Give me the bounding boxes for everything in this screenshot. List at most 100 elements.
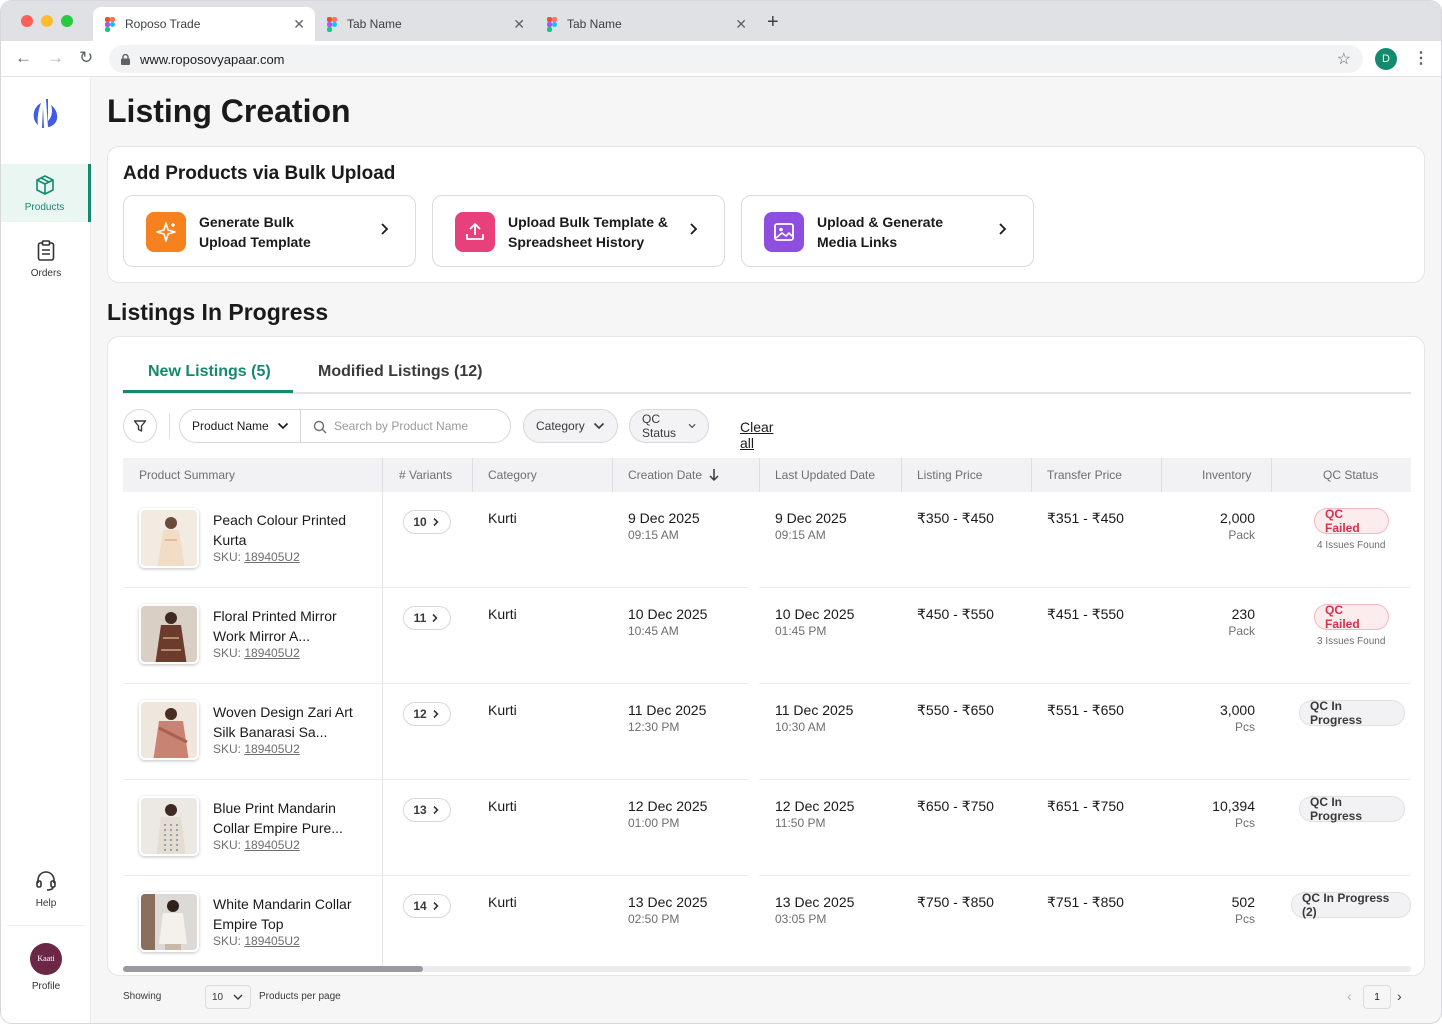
listings-card: New Listings (5) Modified Listings (12) …: [107, 336, 1425, 976]
product-sku: SKU: 189405U2: [213, 838, 300, 852]
category-cell: Kurti: [488, 798, 517, 814]
tile-label: Generate Bulk Upload Template: [199, 212, 379, 252]
sku-label: SKU:: [213, 550, 242, 564]
tab-new-listings[interactable]: New Listings (5): [148, 363, 271, 380]
minimize-window-button[interactable]: [41, 15, 53, 27]
upload-template-history-button[interactable]: Upload Bulk Template & Spreadsheet Histo…: [432, 195, 725, 267]
sku-label: SKU:: [213, 742, 242, 756]
qc-status-badge[interactable]: QC In Progress: [1299, 699, 1405, 727]
variants-button[interactable]: 10: [403, 510, 451, 534]
filter-button[interactable]: [123, 409, 157, 443]
tile-label-line2: Media Links: [817, 234, 898, 250]
variants-button[interactable]: 12: [403, 702, 451, 726]
new-tab-button[interactable]: +: [767, 11, 779, 33]
table-row[interactable]: Blue Print Mandarin Collar Empire Pure..…: [123, 780, 1411, 876]
browser-tab[interactable]: Tab Name ✕: [315, 7, 535, 41]
upload-icon: [455, 212, 495, 252]
variants-button[interactable]: 13: [403, 798, 451, 822]
sku-value[interactable]: 189405U2: [244, 742, 300, 756]
bulk-upload-title: Add Products via Bulk Upload: [123, 163, 396, 184]
creation-time: 02:50 PM: [628, 912, 680, 926]
browser-tab-label: Roposo Trade: [125, 17, 201, 31]
sidebar-item-label: Products: [24, 201, 65, 213]
inventory-value: 3,000: [1219, 702, 1255, 718]
current-page[interactable]: 1: [1363, 985, 1391, 1009]
per-page-select[interactable]: 10: [205, 985, 251, 1009]
variants-button[interactable]: 11: [403, 606, 451, 630]
browser-menu-icon[interactable]: ⋮: [1413, 50, 1429, 67]
horizontal-scrollbar[interactable]: [123, 966, 1411, 972]
updated-date-cell: 13 Dec 2025 03:05 PM: [775, 894, 854, 926]
figma-favicon-icon: [547, 17, 557, 32]
variants-count: 11: [413, 611, 427, 625]
product-sku: SKU: 189405U2: [213, 934, 300, 948]
browser-tab-label: Tab Name: [567, 17, 622, 31]
sort-creation-date[interactable]: Creation Date: [628, 458, 720, 492]
bulk-upload-card: Add Products via Bulk Upload Generate Bu…: [107, 146, 1425, 283]
product-thumbnail: [139, 604, 199, 664]
updated-date: 11 Dec 2025: [775, 702, 854, 718]
qc-status-badge[interactable]: QC Failed: [1314, 603, 1389, 631]
sku-value[interactable]: 189405U2: [244, 646, 300, 660]
category-filter[interactable]: Category: [523, 409, 618, 443]
back-arrow-icon[interactable]: ←: [15, 48, 32, 67]
browser-tab[interactable]: Tab Name ✕: [535, 7, 757, 41]
maximize-window-button[interactable]: [61, 15, 73, 27]
sidebar-item-products[interactable]: Products: [1, 164, 91, 222]
sidebar-item-profile[interactable]: Kaati Profile: [1, 935, 91, 999]
tab-modified-listings[interactable]: Modified Listings (12): [318, 363, 483, 380]
sku-value[interactable]: 189405U2: [244, 838, 300, 852]
search-input[interactable]: Search by Product Name: [334, 419, 469, 433]
search-field-select[interactable]: Product Name: [180, 410, 301, 442]
table-row[interactable]: Peach Colour Printed Kurta SKU: 189405U2…: [123, 492, 1411, 588]
column-divider: [382, 458, 383, 492]
scrollbar-thumb[interactable]: [123, 966, 423, 972]
product-name: Peach Colour Printed Kurta: [213, 512, 347, 548]
inventory-unit: Pack: [1228, 528, 1255, 542]
qc-status-filter[interactable]: QC Status: [629, 409, 710, 443]
tab-close-icon[interactable]: ✕: [513, 15, 525, 32]
qc-status-badge[interactable]: QC In Progress: [1299, 795, 1405, 823]
browser-tab-active[interactable]: Roposo Trade ✕: [93, 7, 315, 41]
clipboard-icon: [37, 239, 55, 261]
tab-close-icon[interactable]: ✕: [735, 15, 747, 32]
updated-date: 9 Dec 2025: [775, 510, 847, 526]
chevron-right-icon: [690, 223, 698, 235]
qc-status-badge[interactable]: QC Failed: [1314, 507, 1389, 535]
sku-value[interactable]: 189405U2: [244, 934, 300, 948]
sidebar-item-help[interactable]: Help: [1, 860, 91, 918]
chevron-right-icon: [432, 613, 438, 623]
tile-label-line1: Upload & Generate: [817, 214, 944, 230]
column-header: Creation Date: [628, 468, 703, 482]
browser-profile-avatar[interactable]: D: [1375, 48, 1397, 70]
updated-time: 09:15 AM: [775, 528, 826, 542]
tab-close-icon[interactable]: ✕: [293, 15, 305, 32]
table-row[interactable]: Woven Design Zari Art Silk Banarasi Sa..…: [123, 684, 1411, 780]
table-row[interactable]: Floral Printed Mirror Work Mirror A... S…: [123, 588, 1411, 684]
generate-template-button[interactable]: Generate Bulk Upload Template: [123, 195, 416, 267]
next-page-button[interactable]: ›: [1397, 988, 1402, 1004]
reload-icon[interactable]: ↻: [79, 48, 94, 67]
upload-media-links-button[interactable]: Upload & Generate Media Links: [741, 195, 1034, 267]
product-name: Woven Design Zari Art Silk Banarasi Sa..…: [213, 704, 353, 740]
bookmark-star-icon[interactable]: ☆: [1336, 51, 1351, 68]
address-bar[interactable]: www.roposovyapaar.com ☆: [109, 45, 1363, 73]
close-window-button[interactable]: [21, 15, 33, 27]
sidebar-item-orders[interactable]: Orders: [1, 230, 91, 288]
inventory-value: 502: [1231, 894, 1255, 910]
table-row[interactable]: White Mandarin Collar Empire Top SKU: 18…: [123, 876, 1411, 972]
sku-label: SKU:: [213, 934, 242, 948]
clear-all-link[interactable]: Clear all: [740, 419, 774, 451]
qc-status-badge[interactable]: QC In Progress (2): [1291, 891, 1411, 919]
previous-page-button[interactable]: ‹: [1347, 988, 1352, 1004]
inventory-unit: Pcs: [1234, 720, 1255, 734]
category-cell: Kurti: [488, 894, 517, 910]
row-divider-gap: [749, 683, 759, 685]
forward-arrow-icon[interactable]: →: [47, 48, 64, 67]
browser-tab-label: Tab Name: [347, 17, 402, 31]
updated-time: 03:05 PM: [775, 912, 827, 926]
variants-button[interactable]: 14: [403, 894, 451, 918]
sku-value[interactable]: 189405U2: [244, 550, 300, 564]
chevron-right-icon: [381, 223, 389, 235]
browser-toolbar: ← → ↻ www.roposovyapaar.com ☆ D ⋮: [1, 41, 1441, 77]
